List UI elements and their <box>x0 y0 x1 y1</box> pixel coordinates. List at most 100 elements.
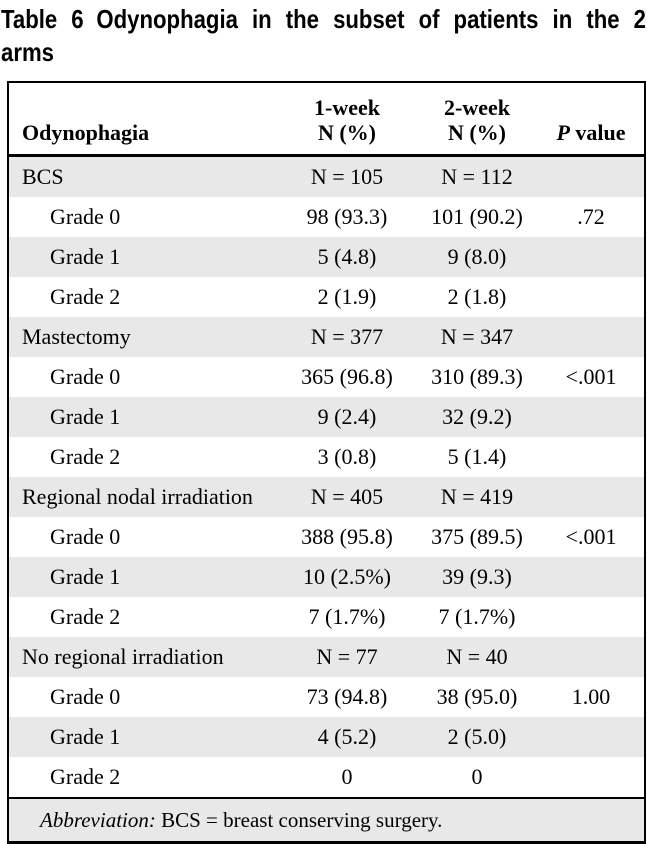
grade-row: Grade 2 2 (1.9) 2 (1.8) <box>8 277 645 317</box>
week2-cell: N = 112 <box>416 155 538 197</box>
footnote-row: Abbreviation: BCS = breast conserving su… <box>8 797 645 843</box>
week2-cell: 5 (1.4) <box>447 444 507 469</box>
pvalue-cell: .72 <box>577 204 605 229</box>
pvalue-cell <box>538 277 645 317</box>
week2-cell: N = 419 <box>416 477 538 517</box>
pvalue-cell <box>538 757 645 798</box>
week2-cell: 39 (9.3) <box>416 557 538 597</box>
week2-cell: 38 (95.0) <box>436 684 518 709</box>
week1-cell: 7 (1.7%) <box>308 604 386 629</box>
header-1week-line2: N (%) <box>317 120 377 145</box>
pvalue-cell <box>538 437 645 477</box>
section-row: BCS N = 105 N = 112 <box>8 155 645 197</box>
week1-cell: 0 <box>341 764 353 789</box>
grade-row: Grade 0 388 (95.8) 375 (89.5) <.001 <box>8 517 645 557</box>
week1-cell: 2 (1.9) <box>317 284 377 309</box>
week2-cell: N = 40 <box>416 637 538 677</box>
week2-cell: 101 (90.2) <box>431 204 523 229</box>
row-label-cell: Grade 2 <box>50 764 121 789</box>
week2-cell: 2 (1.8) <box>447 284 507 309</box>
row-label-cell: Mastectomy <box>8 317 278 357</box>
grade-row: Grade 0 365 (96.8) 310 (89.3) <.001 <box>8 357 645 397</box>
pvalue-cell <box>538 597 645 637</box>
table-number-label: Table 6 <box>1 4 84 34</box>
grade-row: Grade 0 98 (93.3) 101 (90.2) .72 <box>8 197 645 237</box>
week2-cell: 375 (89.5) <box>431 524 523 549</box>
week2-cell: 0 <box>471 764 483 789</box>
row-label-cell: Regional nodal irradiation <box>8 477 278 517</box>
pvalue-cell <box>538 155 645 197</box>
grade-row: Grade 2 7 (1.7%) 7 (1.7%) <box>8 597 645 637</box>
section-row: No regional irradiation N = 77 N = 40 <box>8 637 645 677</box>
week1-cell: N = 105 <box>278 155 416 197</box>
title-text: Odynophagia in the subset of patients in… <box>96 4 646 34</box>
header-pvalue: P value <box>538 82 645 157</box>
pvalue-cell: <.001 <box>565 524 617 549</box>
header-2week: 2-week N (%) <box>416 82 538 157</box>
week1-cell: N = 77 <box>278 637 416 677</box>
header-2week-line1: 2-week <box>444 95 510 120</box>
section-row: Regional nodal irradiation N = 405 N = 419 <box>8 477 645 517</box>
week2-cell: 310 (89.3) <box>431 364 523 389</box>
pvalue-word: value <box>569 120 626 145</box>
week2-cell: 9 (8.0) <box>416 237 538 277</box>
week1-cell: N = 377 <box>278 317 416 357</box>
row-label-cell: Grade 1 <box>8 557 278 597</box>
week2-cell: 32 (9.2) <box>416 397 538 437</box>
table-body: BCS N = 105 N = 112 Grade 0 98 (93.3) 101 (90… <box>8 155 645 799</box>
week1-cell: N = 405 <box>278 477 416 517</box>
abbreviation-label: Abbreviation: <box>40 807 156 832</box>
week1-cell: 73 (94.8) <box>306 684 388 709</box>
pvalue-cell <box>538 557 645 597</box>
row-label-cell: Grade 2 <box>50 284 121 309</box>
row-label-cell: Grade 2 <box>50 604 121 629</box>
row-label-cell: Grade 0 <box>50 204 121 229</box>
pvalue-cell: 1.00 <box>571 684 611 709</box>
week2-cell: 7 (1.7%) <box>438 604 516 629</box>
week1-cell: 5 (4.8) <box>278 237 416 277</box>
table-footnote: Abbreviation: BCS = breast conserving su… <box>8 797 645 843</box>
pvalue-cell <box>538 717 645 757</box>
pvalue-cell <box>538 317 645 357</box>
week2-cell: 2 (5.0) <box>416 717 538 757</box>
row-label-cell: Grade 1 <box>8 397 278 437</box>
header-row: Odynophagia 1-week N (%) 2-week N (%) P … <box>8 82 645 157</box>
pvalue-cell: <.001 <box>565 364 617 389</box>
pvalue-cell <box>538 637 645 677</box>
page: Table 6 Odynophagia in the subset of pati… <box>0 3 647 844</box>
row-label-cell: Grade 1 <box>8 717 278 757</box>
header-1week-line1: 1-week <box>314 95 380 120</box>
pvalue-cell <box>538 397 645 437</box>
header-1week: 1-week N (%) <box>278 82 416 157</box>
abbreviation-text: BCS = breast conserving surgery. <box>155 807 443 832</box>
week1-cell: 9 (2.4) <box>278 397 416 437</box>
week1-cell: 388 (95.8) <box>301 524 393 549</box>
row-label-cell: BCS <box>8 155 278 197</box>
grade-row: Grade 2 3 (0.8) 5 (1.4) <box>8 437 645 477</box>
grade-row: Grade 2 0 0 <box>8 757 645 798</box>
section-row: Mastectomy N = 377 N = 347 <box>8 317 645 357</box>
header-2week-line2: N (%) <box>447 120 507 145</box>
header-odynophagia: Odynophagia <box>8 82 278 157</box>
title-line-2: arms <box>1 37 54 67</box>
pvalue-italic-p: P <box>556 120 570 145</box>
pvalue-cell <box>538 477 645 517</box>
row-label-cell: Grade 0 <box>50 524 121 549</box>
row-label-cell: Grade 2 <box>50 444 121 469</box>
title-line-1: Table 6 Odynophagia in the subset of pati… <box>1 3 646 36</box>
week1-cell: 365 (96.8) <box>301 364 393 389</box>
grade-row: Grade 1 10 (2.5%) 39 (9.3) <box>8 557 645 597</box>
week1-cell: 4 (5.2) <box>278 717 416 757</box>
row-label-cell: Grade 0 <box>50 684 121 709</box>
row-label-cell: Grade 0 <box>50 364 121 389</box>
week2-cell: N = 347 <box>416 317 538 357</box>
row-label-cell: Grade 1 <box>8 237 278 277</box>
grade-row: Grade 0 73 (94.8) 38 (95.0) 1.00 <box>8 677 645 717</box>
week1-cell: 3 (0.8) <box>317 444 377 469</box>
row-label-cell: No regional irradiation <box>8 637 278 677</box>
week1-cell: 98 (93.3) <box>306 204 388 229</box>
week1-cell: 10 (2.5%) <box>278 557 416 597</box>
